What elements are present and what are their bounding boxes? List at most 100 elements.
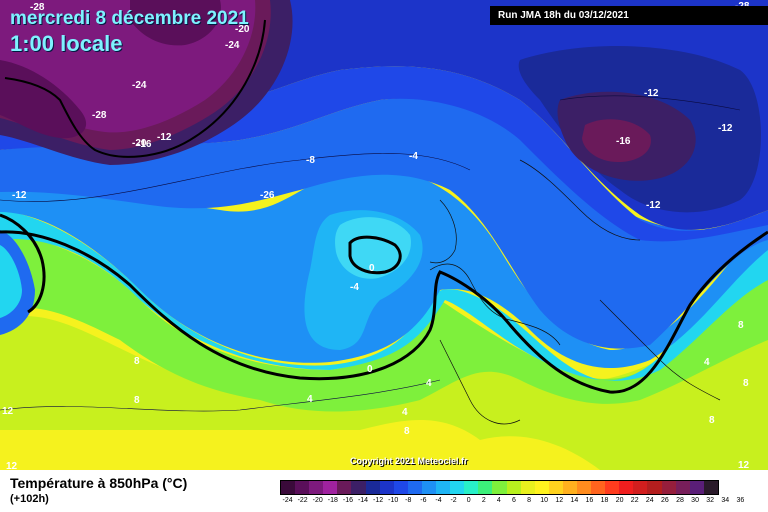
colorbar-tick-label: 28 xyxy=(676,497,684,504)
isotherm-label: 8 xyxy=(134,356,140,367)
colorbar-tick-label: 12 xyxy=(555,497,564,504)
colorbar-swatch xyxy=(548,481,563,494)
isotherm-label: -28 xyxy=(30,2,45,13)
colorbar-tick-label: -2 xyxy=(450,497,457,504)
temperature-colorbar xyxy=(280,480,719,495)
zone-m8c xyxy=(0,98,768,349)
forecast-time: 1:00 locale xyxy=(10,31,123,56)
colorbar-swatch xyxy=(591,481,606,494)
isotherm-label: -12 xyxy=(12,190,27,201)
isotherm-label: 12 xyxy=(2,406,14,417)
isotherm-label: -24 xyxy=(225,40,240,51)
colorbar-tick-label: 26 xyxy=(660,497,669,504)
colorbar-tick-label: -20 xyxy=(312,497,323,504)
legend-title: Température à 850hPa (°C) xyxy=(10,475,188,491)
isotherm-label: 4 xyxy=(402,407,408,418)
colorbar-swatch xyxy=(407,481,422,494)
colorbar-tick-label: 0 xyxy=(466,497,471,504)
colorbar-swatch xyxy=(393,481,408,494)
colorbar-tick-label: -22 xyxy=(297,497,308,504)
zone-greenland-m26 xyxy=(0,60,87,139)
isotherm-label: 8 xyxy=(743,378,749,389)
colorbar-swatch xyxy=(576,481,592,494)
zone-west-cyan xyxy=(0,245,22,318)
colorbar-swatch xyxy=(436,481,451,494)
legend-panel: Température à 850hPa (°C) (+102h) -24 -22… xyxy=(0,470,768,512)
isotherm-label: -8 xyxy=(306,155,315,166)
colorbar-swatch xyxy=(450,481,465,494)
colorbar-swatch xyxy=(281,481,296,494)
colorbar-swatch xyxy=(323,481,338,494)
isotherm-label: -20 xyxy=(235,24,250,35)
colorbar-swatch xyxy=(309,481,324,494)
colorbar-tick-label: 6 xyxy=(512,497,516,504)
colorbar-tick-label: 36 xyxy=(736,497,745,504)
isotherm-thin-2 xyxy=(0,379,441,412)
isotherm-label: 8 xyxy=(709,415,715,426)
colorbar-swatch xyxy=(337,481,352,494)
isotherm-label: 8 xyxy=(134,395,140,406)
colorbar-labels: -24 -22 -20 -18 -16 -14 -12 -10 -8 -6 -4 -2 0 2 4 6 8 10 1… xyxy=(280,497,748,504)
colorbar-swatch xyxy=(492,481,507,494)
isotherm-0c xyxy=(0,230,768,394)
colorbar-tick-label: -12 xyxy=(373,497,384,504)
colorbar-tick-label: 10 xyxy=(540,497,549,504)
colorbar-swatch xyxy=(661,481,676,494)
isotherm-label: -26 xyxy=(260,190,275,201)
colorbar-swatch xyxy=(605,481,620,494)
isotherm-0c-ireland xyxy=(348,235,402,275)
colorbar-tick-label: 24 xyxy=(645,497,654,504)
colorbar-tick-label: -14 xyxy=(357,497,369,504)
colorbar-tick-label: 8 xyxy=(527,497,531,504)
colorbar-tick-label: -8 xyxy=(405,497,412,504)
colorbar-swatch xyxy=(478,481,493,494)
greenland-coastline xyxy=(4,19,266,158)
colorbar-swatch xyxy=(351,481,366,494)
colorbar-swatch xyxy=(619,481,634,494)
colorbar-swatch xyxy=(703,481,718,494)
zone-4c xyxy=(0,230,768,412)
colorbar-tick-label: 22 xyxy=(630,497,639,504)
isotherm-0c-west xyxy=(0,213,46,314)
colorbar-tick-label: -6 xyxy=(420,497,427,504)
colorbar-tick-label: 18 xyxy=(600,497,609,504)
isotherm-label: -28 xyxy=(92,110,107,121)
colorbar-swatch xyxy=(633,481,648,494)
colorbar-swatch xyxy=(464,481,479,494)
isotherm-label: 0 xyxy=(367,364,373,375)
legend-subtitle: (+102h) xyxy=(10,493,49,505)
colorbar-tick-label: 30 xyxy=(691,497,699,504)
isotherm-label: -12 xyxy=(157,132,172,143)
isotherm-label: -20 xyxy=(132,138,147,149)
colorbar-tick-label: -16 xyxy=(342,497,353,504)
colorbar-tick-label: -10 xyxy=(388,497,399,504)
isotherm-label: -12 xyxy=(718,123,733,134)
copyright-notice: Copyright 2021 Meteociel.fr xyxy=(350,456,468,466)
isotherm-label: -12 xyxy=(644,88,659,99)
colorbar-swatch xyxy=(675,481,690,494)
colorbar-swatch xyxy=(562,481,577,494)
zone-greenland-m26b xyxy=(130,0,221,46)
isotherm-label: 0 xyxy=(369,263,375,274)
colorbar-swatch xyxy=(534,481,549,494)
isotherm-label: 12 xyxy=(738,460,750,470)
colorbar-tick-label: 34 xyxy=(721,497,730,504)
model-run-label: Run JMA 18h du 03/12/2021 xyxy=(490,6,768,25)
isotherm-label: -16 xyxy=(137,139,152,150)
isotherm-label: 8 xyxy=(404,426,410,437)
forecast-date: mercredi 8 décembre 2021 xyxy=(10,8,249,29)
colorbar-tick-label: 16 xyxy=(585,497,594,504)
isotherm-label: 8 xyxy=(738,320,744,331)
colorbar-tick-label: -4 xyxy=(435,497,442,504)
colorbar-swatch xyxy=(421,481,437,494)
isotherm-label: -24 xyxy=(132,80,147,91)
isotherm-thin-3 xyxy=(559,95,741,111)
colorbar-tick-label: 20 xyxy=(615,497,624,504)
isotherm-label: -4 xyxy=(409,151,418,162)
colorbar-tick-label: 2 xyxy=(481,497,486,504)
temperature-field: -28 -24 -20 -24 -28 -20 -16 -12 -26 -12 … xyxy=(0,0,768,470)
isotherm-label: 4 xyxy=(307,394,313,405)
isotherm-label: 4 xyxy=(426,378,432,389)
colorbar-swatch xyxy=(520,481,535,494)
